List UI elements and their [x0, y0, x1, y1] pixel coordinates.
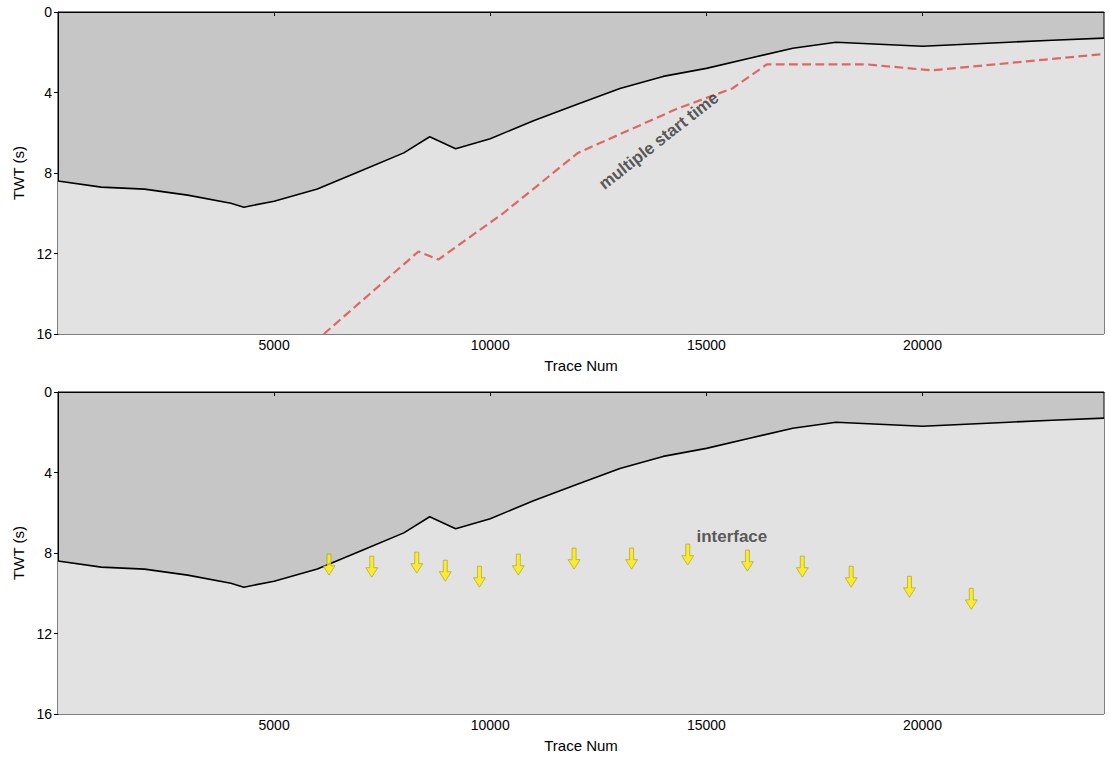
svg-text:Trace Num: Trace Num [544, 737, 618, 754]
svg-text:multiple start time: multiple start time [595, 88, 722, 193]
svg-text:15000: 15000 [687, 717, 726, 733]
svg-text:0: 0 [44, 4, 52, 20]
svg-text:12: 12 [36, 626, 52, 642]
svg-text:10000: 10000 [471, 717, 510, 733]
svg-text:interface: interface [696, 527, 767, 546]
svg-text:8: 8 [44, 545, 52, 561]
svg-text:TWT (s): TWT (s) [10, 526, 27, 580]
svg-text:4: 4 [44, 85, 52, 101]
svg-text:16: 16 [36, 326, 52, 342]
svg-text:15000: 15000 [687, 337, 726, 353]
svg-text:12: 12 [36, 246, 52, 262]
svg-text:20000: 20000 [903, 717, 942, 733]
svg-text:0: 0 [44, 384, 52, 400]
svg-text:5000: 5000 [259, 717, 290, 733]
svg-text:8: 8 [44, 165, 52, 181]
svg-text:16: 16 [36, 706, 52, 722]
svg-text:Trace Num: Trace Num [544, 357, 618, 374]
svg-text:10000: 10000 [471, 337, 510, 353]
svg-text:20000: 20000 [903, 337, 942, 353]
svg-text:4: 4 [44, 465, 52, 481]
svg-text:5000: 5000 [259, 337, 290, 353]
svg-text:TWT (s): TWT (s) [10, 146, 27, 200]
